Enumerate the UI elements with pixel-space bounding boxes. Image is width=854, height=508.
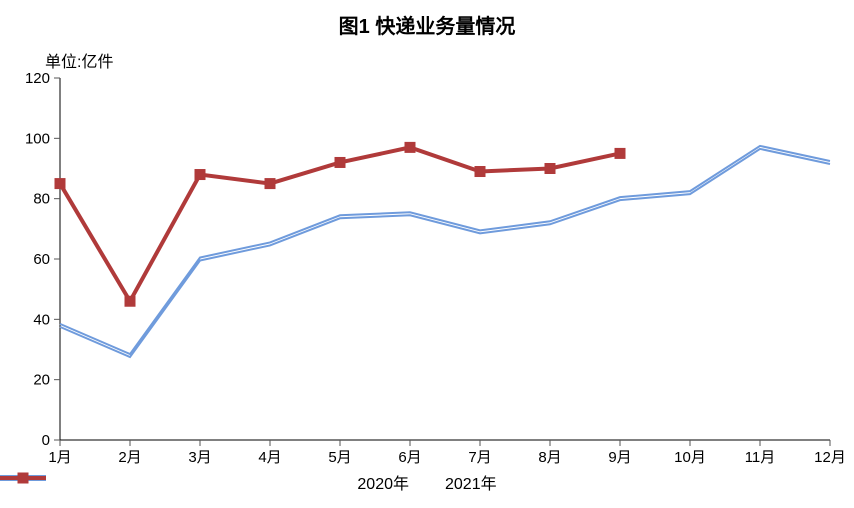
- svg-text:8月: 8月: [538, 449, 561, 466]
- svg-text:1月: 1月: [48, 449, 71, 466]
- svg-text:4月: 4月: [258, 449, 281, 466]
- legend-swatch: [0, 470, 46, 486]
- svg-text:6月: 6月: [398, 449, 421, 466]
- legend-item: 2021年: [445, 470, 497, 494]
- svg-text:20: 20: [33, 372, 50, 389]
- chart-svg: 0 20 40 60 80 100 120 1月 2月 3月 4月 5月 6月 7月 8月 9月 10月 11月 1…: [0, 0, 854, 508]
- svg-text:3月: 3月: [188, 449, 211, 466]
- svg-text:100: 100: [25, 130, 50, 147]
- svg-text:2月: 2月: [118, 449, 141, 466]
- svg-text:11月: 11月: [745, 449, 776, 466]
- svg-text:80: 80: [33, 191, 50, 208]
- legend-label: 2021年: [445, 470, 497, 494]
- legend: 2020年 2021年: [0, 470, 854, 494]
- svg-text:10月: 10月: [674, 449, 706, 466]
- legend-item: 2020年: [357, 470, 409, 494]
- svg-text:9月: 9月: [608, 449, 631, 466]
- svg-text:0: 0: [42, 432, 50, 449]
- svg-text:7月: 7月: [468, 449, 491, 466]
- svg-text:5月: 5月: [328, 449, 351, 466]
- svg-text:12月: 12月: [814, 449, 846, 466]
- svg-text:120: 120: [25, 70, 50, 87]
- chart-container: 图1 快递业务量情况 单位:亿件 0204060801001201月2月3月4月…: [0, 0, 854, 508]
- svg-text:40: 40: [33, 311, 50, 328]
- legend-label: 2020年: [357, 470, 409, 494]
- svg-text:60: 60: [33, 251, 50, 268]
